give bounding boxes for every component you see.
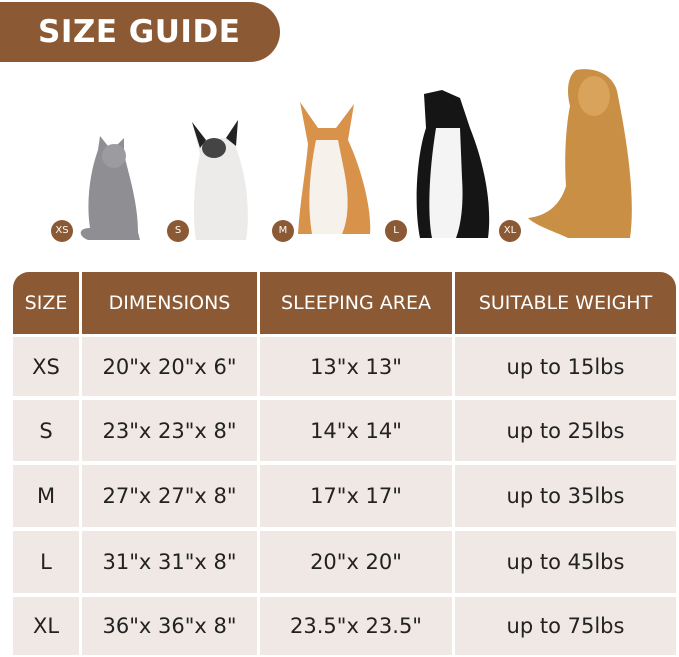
header-suitable-weight: SUITABLE WEIGHT [455,272,676,334]
cell-dimensions: 23"x 23"x 8" [82,400,257,461]
size-badge-s: S [167,220,189,242]
header-sleeping-area: SLEEPING AREA [260,272,452,334]
border-collie-icon [416,90,490,238]
cell-size: XL [13,597,79,655]
header-dimensions: DIMENSIONS [82,272,257,334]
cell-suitable-weight: up to 25lbs [455,400,676,461]
cell-sleeping-area: 20"x 20" [260,531,452,593]
cell-size: S [13,400,79,461]
cell-sleeping-area: 14"x 14" [260,400,452,461]
cell-suitable-weight: up to 75lbs [455,597,676,655]
cell-size: L [13,531,79,593]
size-guide-title: SIZE GUIDE [0,2,280,62]
cat-icon [80,136,140,240]
cell-dimensions: 31"x 31"x 8" [82,531,257,593]
size-badge-xs: XS [51,220,73,242]
golden-retriever-icon [528,69,632,238]
size-badge-xl: XL [499,220,521,242]
corgi-icon [298,102,371,234]
cell-sleeping-area: 23.5"x 23.5" [260,597,452,655]
cell-size: M [13,465,79,527]
cell-suitable-weight: up to 45lbs [455,531,676,593]
cell-dimensions: 27"x 27"x 8" [82,465,257,527]
cell-suitable-weight: up to 35lbs [455,465,676,527]
size-badge-l: L [385,220,407,242]
cell-sleeping-area: 13"x 13" [260,337,452,396]
cell-suitable-weight: up to 15lbs [455,337,676,396]
cell-size: XS [13,337,79,396]
cell-dimensions: 20"x 20"x 6" [82,337,257,396]
cell-dimensions: 36"x 36"x 8" [82,597,257,655]
cell-sleeping-area: 17"x 17" [260,465,452,527]
french-bulldog-icon [192,120,248,240]
size-badge-m: M [272,220,294,242]
header-size: SIZE [13,272,79,334]
